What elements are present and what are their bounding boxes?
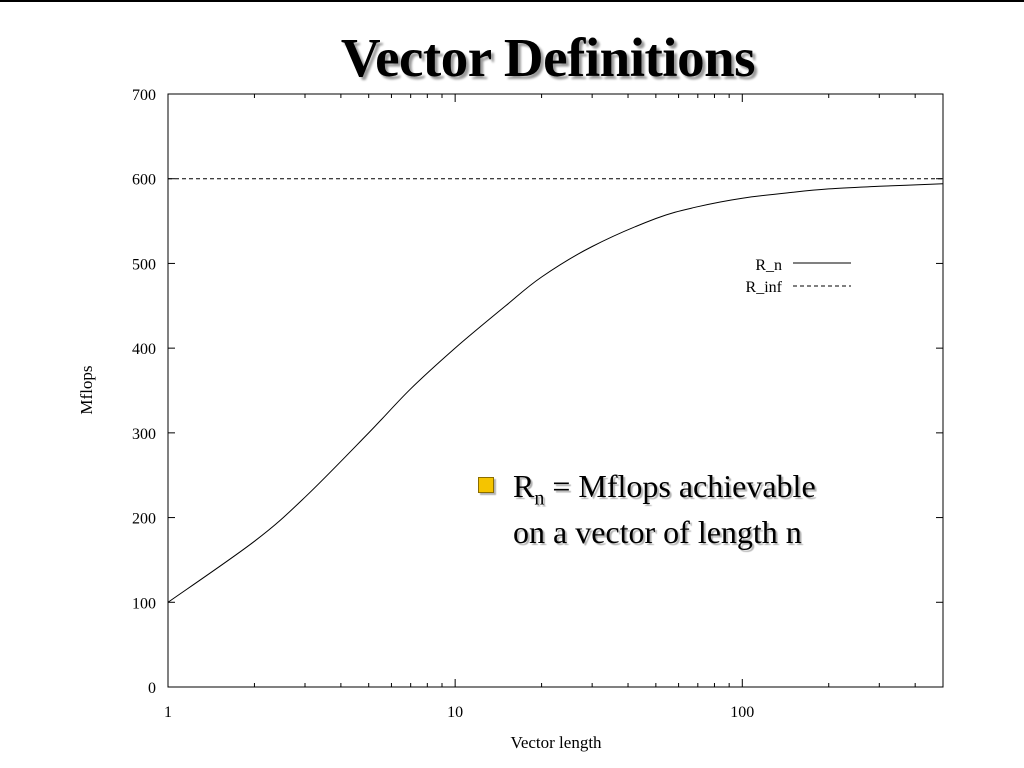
slide-title: Vector Definitions — [340, 27, 756, 88]
series-layer — [167, 178, 944, 603]
x-tick-label: 100 — [730, 704, 754, 721]
legend-label-rn: R_n — [755, 257, 782, 274]
y-tick-label: 0 — [148, 680, 156, 697]
plot-area — [167, 93, 944, 688]
y-axis-label: Mflops — [77, 365, 96, 414]
y-tick-label: 100 — [132, 595, 156, 612]
series-line-rn — [167, 183, 944, 603]
bullet-symbol: R — [513, 468, 535, 504]
bullet-line1: = Mflops achievable — [544, 468, 816, 504]
bullet-text: Rn = Mflops achievable on a vector of le… — [513, 463, 913, 555]
y-tick-label: 200 — [132, 511, 156, 528]
legend-label-rinf: R_inf — [746, 279, 783, 296]
legend: R_n R_inf — [746, 257, 851, 296]
y-tick-label: 300 — [132, 426, 156, 443]
x-tick-label: 1 — [164, 704, 172, 721]
y-tick-label: 600 — [132, 172, 156, 189]
x-axis-label: Vector length — [510, 733, 602, 752]
ticks-layer: 0 100 200 300 400 500 600 700 1 10 100 — [132, 87, 944, 721]
bullet-line2: on a vector of length n — [513, 514, 802, 550]
plot-frame — [167, 93, 944, 688]
top-rule — [0, 0, 1024, 2]
y-tick-label: 700 — [132, 87, 156, 104]
bullet-square-icon — [478, 477, 494, 493]
x-tick-label: 10 — [447, 704, 463, 721]
bullet-subscript: n — [534, 487, 545, 510]
y-tick-label: 500 — [132, 256, 156, 273]
y-tick-label: 400 — [132, 341, 156, 358]
